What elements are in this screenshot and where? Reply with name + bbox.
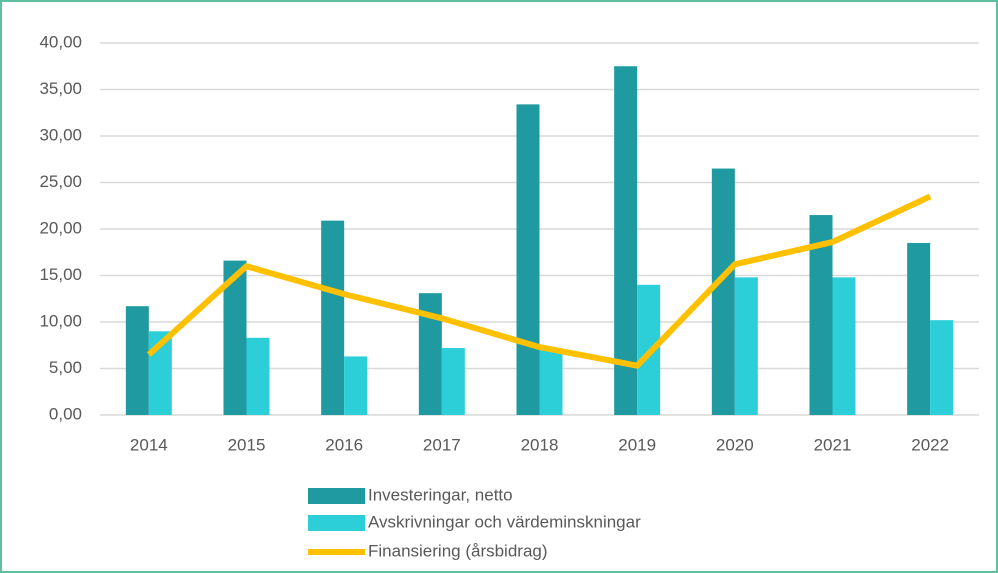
x-tick-label: 2017: [423, 435, 461, 454]
bar: [441, 348, 465, 415]
x-tick-label: 2019: [618, 435, 656, 454]
bar: [539, 349, 563, 415]
bar: [832, 277, 856, 415]
y-tick-label: 5,00: [49, 358, 82, 377]
y-tick-label: 25,00: [39, 172, 82, 191]
x-tick-label: 2022: [911, 435, 949, 454]
x-tick-label: 2014: [130, 435, 168, 454]
bar: [614, 66, 638, 415]
legend-swatch: [308, 515, 365, 531]
bar: [125, 306, 149, 415]
y-tick-label: 15,00: [39, 265, 82, 284]
y-tick-label: 0,00: [49, 404, 82, 423]
y-tick-label: 35,00: [39, 79, 82, 98]
bar: [321, 220, 345, 415]
bar: [344, 356, 368, 415]
y-tick-label: 10,00: [39, 311, 82, 330]
bar: [418, 293, 442, 415]
x-tick-label: 2021: [814, 435, 852, 454]
bar: [711, 168, 735, 415]
bar: [223, 260, 247, 415]
bar: [246, 337, 270, 415]
bar: [734, 277, 758, 415]
y-tick-label: 20,00: [39, 218, 82, 237]
legend-label: Avskrivningar och värdeminskningar: [368, 512, 641, 531]
bar: [930, 320, 954, 415]
legend-label: Investeringar, netto: [368, 485, 513, 504]
bar: [907, 242, 931, 415]
legend-swatch: [308, 488, 365, 504]
x-tick-label: 2015: [228, 435, 266, 454]
legend-label: Finansiering (årsbidrag): [368, 541, 548, 560]
y-tick-label: 40,00: [39, 32, 82, 51]
line: [146, 193, 932, 369]
bar: [809, 215, 833, 415]
x-tick-label: 2016: [325, 435, 363, 454]
x-tick-label: 2020: [716, 435, 754, 454]
x-tick-label: 2018: [521, 435, 559, 454]
bar: [516, 104, 540, 415]
y-tick-label: 30,00: [39, 125, 82, 144]
